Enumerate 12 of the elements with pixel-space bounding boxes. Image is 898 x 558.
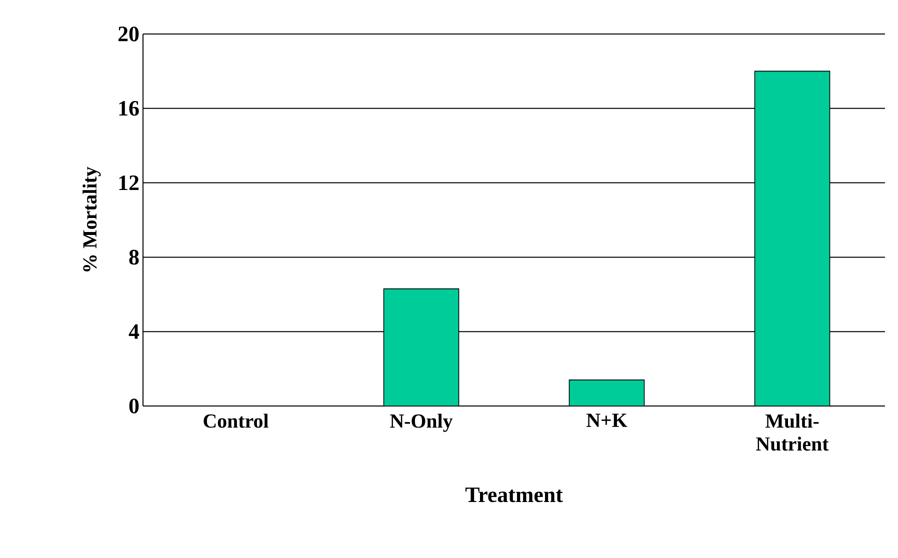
y-tick-label: 12: [119, 176, 139, 190]
y-tick-label: 8: [129, 250, 139, 265]
y-tick-label: 20: [118, 26, 139, 42]
y-tick-label: 4: [128, 324, 140, 339]
y-tick-label: 16: [119, 101, 139, 116]
x-tick-label: Multi-Nutrient: [756, 414, 829, 451]
y-tick-label: 0: [129, 398, 139, 414]
x-tick-label: N+K: [586, 414, 628, 427]
y-axis-title: % Mortality: [82, 166, 101, 272]
x-axis-title: Treatment: [465, 488, 563, 502]
x-tick-label: Control: [204, 414, 268, 428]
x-tick-label: N-Only: [390, 414, 453, 432]
